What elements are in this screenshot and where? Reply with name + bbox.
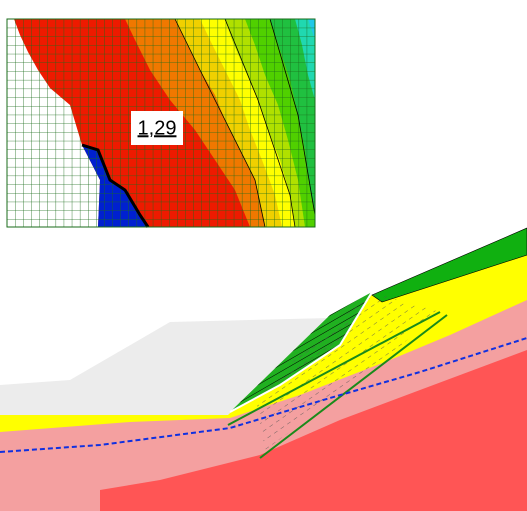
soil-profile	[0, 227, 527, 511]
label-box	[131, 111, 183, 145]
factor-label: 1,29	[138, 117, 177, 139]
safety-grid: 1,29	[6, 18, 316, 228]
